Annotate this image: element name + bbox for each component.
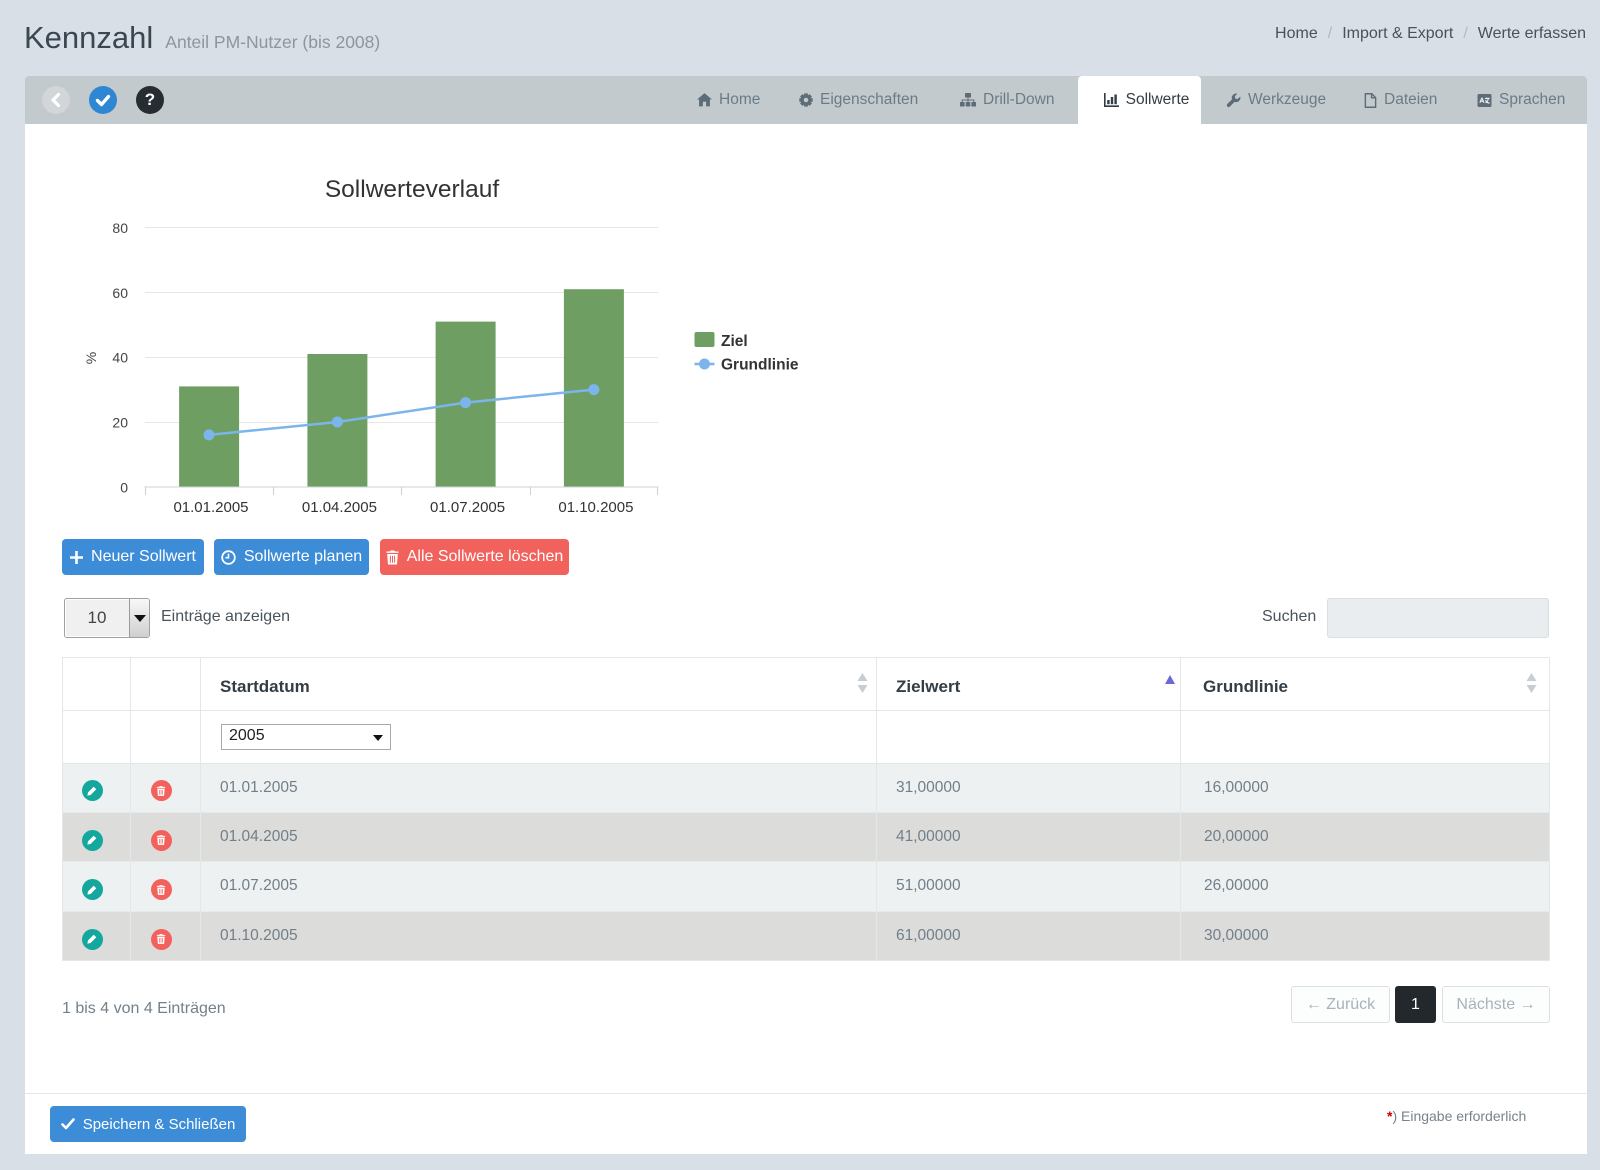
- svg-text:01.07.2005: 01.07.2005: [430, 499, 505, 516]
- svg-text:80: 80: [112, 220, 128, 236]
- svg-text:01.10.2005: 01.10.2005: [558, 499, 633, 516]
- svg-text:01.01.2005: 01.01.2005: [173, 499, 248, 516]
- svg-text:Sollwerteverlauf: Sollwerteverlauf: [325, 176, 499, 203]
- svg-text:0: 0: [120, 480, 128, 496]
- svg-text:01.04.2005: 01.04.2005: [302, 499, 377, 516]
- svg-text:Ziel: Ziel: [721, 333, 748, 350]
- svg-text:40: 40: [112, 350, 128, 366]
- svg-text:%: %: [83, 352, 99, 364]
- svg-text:Grundlinie: Grundlinie: [721, 357, 799, 374]
- svg-text:20: 20: [112, 415, 128, 431]
- svg-text:60: 60: [112, 285, 128, 301]
